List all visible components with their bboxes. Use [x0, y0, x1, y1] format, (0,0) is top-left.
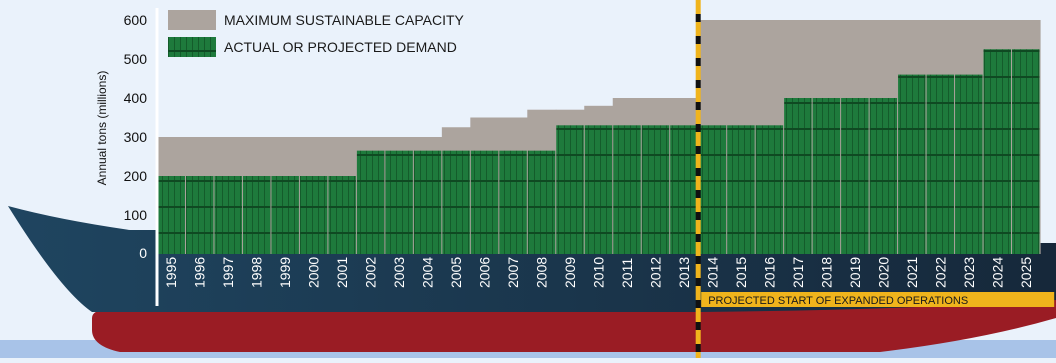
- demand-bar-2025: [1012, 49, 1040, 254]
- legend-swatch-capacity: [168, 10, 216, 30]
- demand-bar-1998: [242, 176, 271, 254]
- demand-bar-1996: [185, 176, 214, 254]
- x-tick-label-2021: 2021: [904, 257, 920, 288]
- legend-label-demand: ACTUAL OR PROJECTED DEMAND: [224, 39, 457, 55]
- y-tick-label-600: 600: [124, 12, 148, 28]
- demand-bar-2016: [755, 125, 784, 254]
- demand-bar-2010: [584, 125, 613, 254]
- y-tick-label-300: 300: [124, 129, 148, 145]
- x-tick-label-2003: 2003: [391, 257, 407, 288]
- x-tick-label-2014: 2014: [704, 257, 720, 288]
- legend-swatch-demand: [168, 37, 216, 57]
- demand-bar-2009: [556, 125, 584, 254]
- demand-bar-1997: [214, 176, 242, 254]
- x-tick-label-2025: 2025: [1018, 257, 1034, 288]
- demand-bar-2013: [670, 125, 698, 254]
- demand-bar-2002: [356, 150, 385, 254]
- y-tick-label-0: 0: [139, 245, 147, 261]
- demand-bar-2014: [698, 125, 727, 254]
- x-tick-label-1996: 1996: [192, 257, 208, 288]
- demand-bar-2024: [983, 49, 1012, 254]
- projection-banner: [701, 292, 1055, 307]
- demand-bar-2011: [613, 125, 641, 254]
- x-tick-label-2007: 2007: [505, 257, 521, 288]
- y-tick-label-100: 100: [124, 207, 148, 223]
- demand-bar-2003: [385, 150, 413, 254]
- ship-hull-red: [92, 300, 1056, 352]
- x-tick-label-2010: 2010: [591, 257, 607, 288]
- x-tick-label-2011: 2011: [619, 258, 635, 288]
- x-tick-label-1997: 1997: [220, 257, 236, 288]
- x-tick-label-2020: 2020: [875, 257, 891, 288]
- x-tick-label-2015: 2015: [733, 257, 749, 288]
- x-tick-label-2017: 2017: [790, 257, 806, 288]
- demand-bar-1999: [271, 176, 299, 254]
- demand-bar-1995: [157, 176, 185, 254]
- y-tick-label-500: 500: [124, 51, 148, 67]
- x-tick-label-2019: 2019: [847, 257, 863, 288]
- x-tick-label-2002: 2002: [363, 257, 379, 288]
- demand-bar-2008: [527, 150, 556, 254]
- demand-bar-2007: [499, 150, 527, 254]
- demand-bar-2000: [299, 176, 328, 254]
- y-tick-label-400: 400: [124, 90, 148, 106]
- x-tick-label-1998: 1998: [249, 257, 265, 288]
- x-tick-label-2000: 2000: [306, 257, 322, 288]
- legend: MAXIMUM SUSTAINABLE CAPACITY ACTUAL OR P…: [168, 10, 465, 57]
- demand-bar-2012: [641, 125, 670, 254]
- x-tick-label-2012: 2012: [647, 257, 663, 288]
- x-tick-label-1999: 1999: [277, 257, 293, 288]
- x-tick-label-2024: 2024: [989, 257, 1005, 288]
- demand-bar-2020: [869, 98, 898, 254]
- x-tick-label-2018: 2018: [818, 257, 834, 288]
- x-tick-label-2009: 2009: [562, 257, 578, 288]
- x-tick-label-1995: 1995: [163, 257, 179, 288]
- x-tick-label-2008: 2008: [534, 257, 550, 288]
- projection-banner-text: PROJECTED START OF EXPANDED OPERATIONS: [708, 295, 968, 307]
- demand-bar-2005: [442, 150, 470, 254]
- demand-bar-2022: [926, 74, 955, 254]
- x-tick-label-2016: 2016: [761, 257, 777, 288]
- demand-bar-2023: [955, 74, 983, 254]
- x-tick-label-2023: 2023: [961, 257, 977, 288]
- x-tick-label-2022: 2022: [932, 257, 948, 288]
- x-tick-label-2005: 2005: [448, 257, 464, 288]
- demand-bar-2004: [413, 150, 442, 254]
- demand-bar-2015: [727, 125, 755, 254]
- demand-bar-2017: [784, 98, 812, 254]
- demand-bar-2018: [812, 98, 841, 254]
- demand-bar-2019: [841, 98, 869, 254]
- x-tick-label-2001: 2001: [334, 257, 350, 288]
- x-tick-label-2013: 2013: [676, 257, 692, 288]
- y-axis-title: Annual tons (millions): [95, 71, 109, 186]
- x-tick-label-2004: 2004: [420, 257, 436, 288]
- demand-bar-2001: [328, 176, 356, 254]
- demand-bar-2006: [470, 150, 499, 254]
- legend-label-capacity: MAXIMUM SUSTAINABLE CAPACITY: [224, 12, 465, 28]
- x-tick-label-2006: 2006: [477, 257, 493, 288]
- demand-bar-2021: [898, 74, 926, 254]
- y-tick-label-200: 200: [124, 168, 148, 184]
